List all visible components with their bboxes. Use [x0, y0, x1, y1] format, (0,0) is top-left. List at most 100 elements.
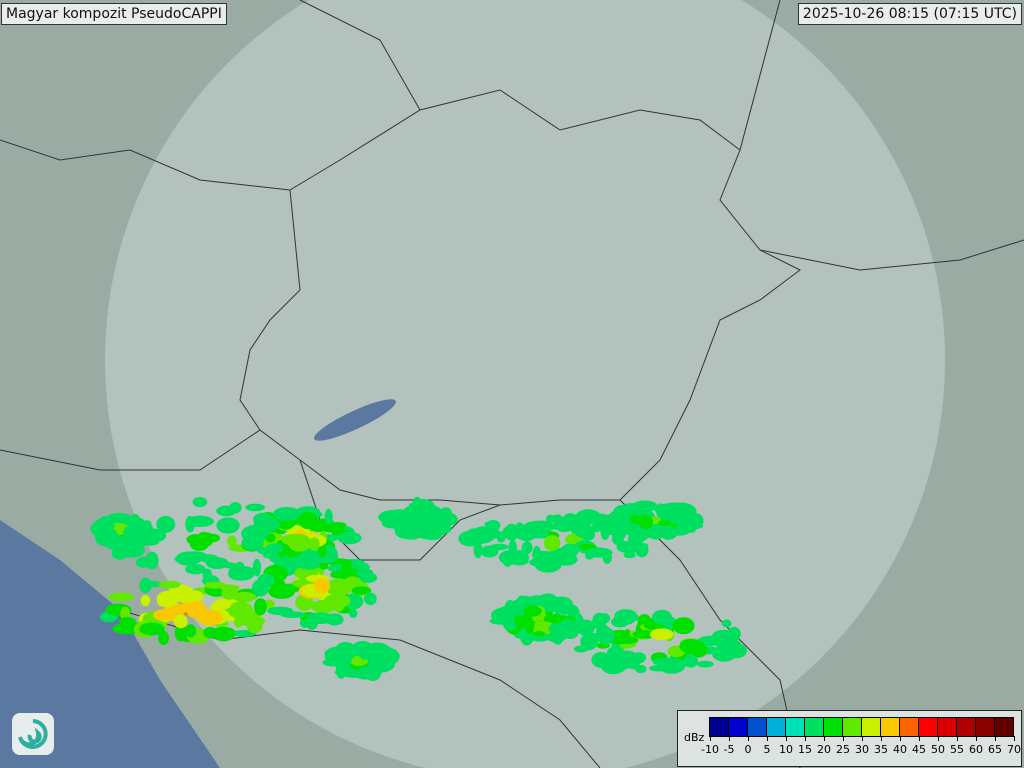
legend-tick-mark — [824, 736, 825, 741]
legend-tick-label: 65 — [988, 743, 1002, 756]
radar-echo — [409, 521, 418, 533]
radar-echo — [683, 654, 699, 668]
radar-echo — [537, 593, 559, 608]
radar-echo — [323, 593, 351, 608]
legend-swatch — [957, 718, 976, 736]
legend-swatch — [786, 718, 805, 736]
legend-tick-mark — [1014, 736, 1015, 741]
legend-tick-mark — [862, 736, 863, 741]
radar-echo — [409, 503, 435, 520]
radar-echo — [437, 514, 451, 532]
radar-echo — [281, 533, 309, 546]
legend-tick-mark — [957, 736, 958, 741]
radar-echo — [418, 523, 428, 532]
legend-swatch — [729, 718, 748, 736]
radar-echo — [138, 538, 160, 546]
radar-coverage-area — [105, 0, 945, 768]
radar-echo — [216, 517, 240, 534]
radar-echo — [272, 507, 301, 521]
radar-echo — [502, 552, 513, 567]
radar-echo — [525, 617, 535, 635]
radar-echo — [197, 531, 209, 544]
radar-echo — [226, 535, 237, 547]
radar-echo — [302, 547, 324, 558]
radar-echo — [156, 515, 176, 533]
legend-tick-mark — [729, 736, 730, 741]
radar-echo — [376, 651, 389, 668]
radar-echo — [649, 665, 667, 672]
radar-echo — [560, 618, 576, 636]
radar-echo — [686, 512, 704, 530]
legend-tick-label: 20 — [817, 743, 831, 756]
legend-tick-label: 30 — [855, 743, 869, 756]
radar-echo — [672, 617, 695, 635]
legend-swatch — [843, 718, 862, 736]
radar-echo — [185, 563, 206, 575]
radar-echo — [241, 525, 268, 543]
legend-tick-label: -10 — [701, 743, 719, 756]
radar-echo — [192, 497, 208, 508]
radar-echo — [696, 660, 714, 668]
legend-swatch — [919, 718, 938, 736]
radar-echo — [335, 661, 347, 679]
radar-echo — [228, 566, 256, 577]
legend-swatch — [710, 718, 729, 736]
radar-echo — [521, 541, 533, 555]
radar-echo — [679, 518, 690, 533]
radar-echo — [529, 558, 551, 567]
radar-echo — [527, 520, 555, 533]
radar-echo — [313, 577, 331, 594]
radar-echo — [174, 585, 195, 604]
radar-echo — [140, 594, 151, 607]
radar-echo — [324, 508, 333, 527]
dbz-legend: dBz -10 -5 0 5 10 15 20 25 30 35 40 45 50 55 60 65 70 — [677, 710, 1022, 767]
legend-tick-label: 55 — [950, 743, 964, 756]
radar-echo — [108, 592, 135, 602]
radar-echo — [118, 617, 136, 626]
radar-echo — [332, 651, 345, 663]
radar-echo — [349, 608, 358, 618]
radar-echo — [232, 591, 257, 603]
legend-swatch — [900, 718, 919, 736]
radar-echo — [523, 527, 534, 536]
radar-echo — [606, 645, 626, 662]
legend-swatch — [881, 718, 900, 736]
swirl-logo-icon — [12, 713, 54, 755]
legend-tick-label: 10 — [779, 743, 793, 756]
radar-echo — [498, 607, 511, 623]
legend-tick-label: 45 — [912, 743, 926, 756]
legend-tick-label: 35 — [874, 743, 888, 756]
radar-echo — [221, 586, 238, 600]
legend-tick-mark — [881, 736, 882, 741]
radar-echo — [253, 598, 267, 616]
radar-echo — [359, 666, 371, 674]
radar-echo — [585, 547, 613, 558]
radar-echo — [351, 586, 372, 595]
radar-echo — [631, 652, 647, 664]
legend-tick-label: 15 — [798, 743, 812, 756]
legend-tick-label: -5 — [723, 743, 735, 756]
legend-tick-mark — [919, 736, 920, 741]
radar-echoes — [90, 496, 748, 681]
radar-echo — [658, 519, 672, 526]
legend-swatch — [938, 718, 957, 736]
radar-echo — [523, 605, 542, 617]
radar-echo — [529, 531, 549, 539]
radar-echo — [257, 573, 275, 588]
radar-echo — [556, 522, 573, 533]
legend-tick-label: 60 — [969, 743, 983, 756]
legend-tick-mark — [767, 736, 768, 741]
legend-swatch — [862, 718, 881, 736]
legend-tick-label: 5 — [763, 743, 771, 756]
map-title: Magyar kompozit PseudoCAPPI — [1, 3, 227, 25]
radar-echo — [139, 622, 165, 636]
radar-echo — [533, 630, 545, 637]
radar-echo — [158, 580, 181, 589]
legend-tick-mark — [710, 736, 711, 741]
radar-echo — [716, 639, 735, 654]
radar-echo — [679, 638, 704, 654]
radar-echo — [546, 514, 556, 524]
radar-echo — [578, 510, 598, 524]
lake-balaton — [314, 399, 396, 441]
